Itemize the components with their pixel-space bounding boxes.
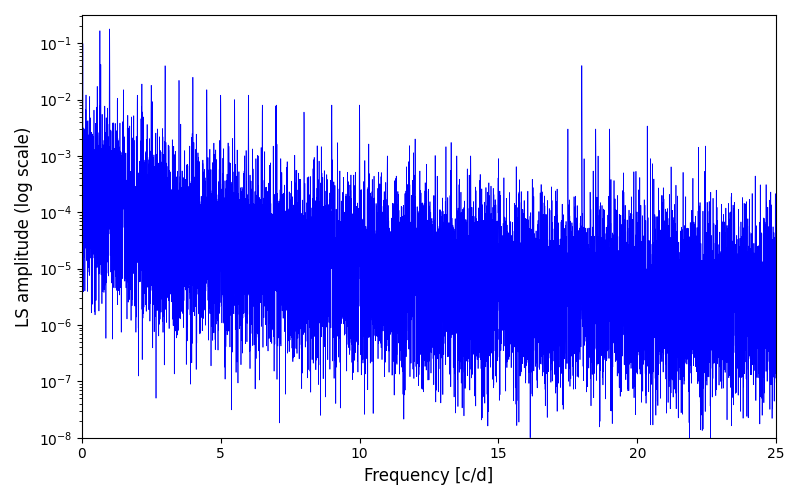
- Y-axis label: LS amplitude (log scale): LS amplitude (log scale): [15, 126, 33, 326]
- X-axis label: Frequency [c/d]: Frequency [c/d]: [364, 467, 494, 485]
